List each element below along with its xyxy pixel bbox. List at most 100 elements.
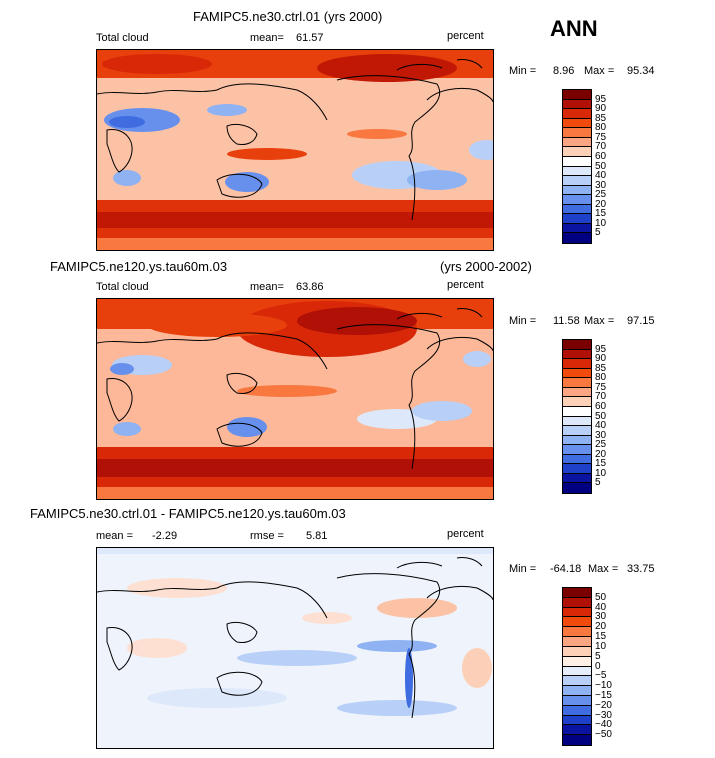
colorbar-swatch bbox=[563, 406, 591, 417]
panel-2-min-value: 11.58 bbox=[553, 315, 580, 327]
colorbar-swatch bbox=[563, 617, 591, 628]
colorbar-swatch bbox=[563, 607, 591, 618]
colorbar-label: 20 bbox=[595, 448, 607, 460]
colorbar-swatch bbox=[563, 340, 591, 350]
colorbar-label: 5 bbox=[595, 227, 601, 239]
colorbar-swatch bbox=[563, 349, 591, 360]
colorbar-label: 0 bbox=[595, 660, 601, 672]
colorbar-swatch bbox=[563, 656, 591, 667]
panel-3-units: percent bbox=[447, 528, 484, 540]
colorbar-swatch bbox=[563, 378, 591, 388]
colorbar-swatch bbox=[563, 387, 591, 398]
colorbar-label: 25 bbox=[595, 439, 607, 451]
colorbar-swatch bbox=[563, 176, 591, 186]
colorbar-label: 30 bbox=[595, 611, 607, 623]
colorbar-swatch bbox=[563, 445, 591, 455]
colorbar-swatch bbox=[563, 233, 591, 243]
colorbar-label: 10 bbox=[595, 640, 607, 652]
colorbar-label: 50 bbox=[595, 591, 607, 603]
colorbar-label: −10 bbox=[595, 680, 612, 692]
panel-2-mean-value: 63.86 bbox=[296, 281, 324, 293]
colorbar-swatch bbox=[563, 705, 591, 716]
panel-3-rmse-value: 5.81 bbox=[306, 530, 328, 542]
colorbar-label: 70 bbox=[595, 141, 607, 153]
colorbar-label: 75 bbox=[595, 381, 607, 393]
colorbar-swatch bbox=[563, 359, 591, 369]
colorbar-swatch bbox=[563, 195, 591, 205]
panel-3-mean-label: mean = bbox=[96, 530, 133, 542]
colorbar-swatch bbox=[563, 695, 591, 706]
panel-1-variable: Total cloud bbox=[96, 32, 149, 44]
colorbar-label: 15 bbox=[595, 208, 607, 220]
colorbar-swatch bbox=[563, 715, 591, 726]
colorbar-swatch bbox=[563, 588, 591, 598]
panel-3-min-value: -64.18 bbox=[550, 563, 582, 575]
colorbar-label: −50 bbox=[595, 729, 612, 741]
colorbar-label: 30 bbox=[595, 429, 607, 441]
panel-1-coastlines bbox=[97, 59, 493, 221]
colorbar-swatch bbox=[563, 118, 591, 129]
colorbar-swatch bbox=[563, 725, 591, 736]
colorbar-label: 10 bbox=[595, 217, 607, 229]
colorbar-swatch bbox=[563, 686, 591, 696]
panel-2-max-value: 97.15 bbox=[627, 315, 655, 327]
colorbar-swatch bbox=[563, 676, 591, 687]
colorbar-label: 95 bbox=[595, 343, 607, 355]
colorbar-label: 90 bbox=[595, 103, 607, 115]
colorbar-swatch bbox=[563, 397, 591, 407]
colorbar-label: −20 bbox=[595, 699, 612, 711]
colorbar-label: 85 bbox=[595, 112, 607, 124]
colorbar-label: 50 bbox=[595, 410, 607, 422]
panel-1-mean-value: 61.57 bbox=[296, 32, 324, 44]
colorbar-label: −40 bbox=[595, 719, 612, 731]
colorbar-label: −5 bbox=[595, 670, 607, 682]
panel-2-min-label: Min = bbox=[509, 315, 537, 327]
season-label: ANN bbox=[550, 16, 598, 41]
colorbar-swatch bbox=[563, 483, 591, 493]
panel-2-coastlines bbox=[97, 308, 493, 470]
colorbar-label: 95 bbox=[595, 93, 607, 105]
colorbar-label: 85 bbox=[595, 362, 607, 374]
colorbar-swatch bbox=[563, 473, 591, 484]
panel-3-coastlines bbox=[97, 557, 493, 719]
colorbar-swatch bbox=[563, 137, 591, 148]
colorbar-label: 80 bbox=[595, 372, 607, 384]
colorbar-label: 20 bbox=[595, 621, 607, 633]
panel-3-mean-value: -2.29 bbox=[152, 530, 178, 542]
panel-1-map bbox=[96, 49, 494, 251]
colorbar-label: 5 bbox=[595, 650, 601, 662]
colorbar-swatch bbox=[563, 166, 591, 177]
panel-2-case-years: (yrs 2000-2002) bbox=[440, 259, 532, 274]
panel-2-units: percent bbox=[447, 279, 484, 291]
panel-1-case-title: FAMIPC5.ne30.ctrl.01 (yrs 2000) bbox=[193, 9, 383, 24]
colorbar-label: 5 bbox=[595, 477, 601, 489]
panel-1-max-value: 95.34 bbox=[627, 65, 655, 77]
colorbar-swatch bbox=[563, 597, 591, 608]
colorbar-swatch bbox=[563, 99, 591, 110]
panel-2-variable: Total cloud bbox=[96, 281, 149, 293]
colorbar-swatch bbox=[563, 416, 591, 427]
colorbar-swatch bbox=[563, 128, 591, 138]
colorbar-swatch bbox=[563, 627, 591, 638]
panel-3-max-label: Max = bbox=[588, 563, 619, 575]
panel-3-tropical-negative-bias bbox=[237, 650, 357, 666]
colorbar-label: 15 bbox=[595, 458, 607, 470]
panel-2-colorbar: 95 90 85 80 75 70 60 50 40 30 25 20 15 10 5 bbox=[562, 339, 606, 494]
colorbar-swatch bbox=[563, 666, 591, 677]
colorbar-label: 20 bbox=[595, 198, 607, 210]
panel-1-min-value: 8.96 bbox=[553, 65, 575, 77]
colorbar-label: 60 bbox=[595, 150, 607, 162]
colorbar-label: 40 bbox=[595, 170, 607, 182]
colorbar-swatch bbox=[563, 147, 591, 157]
panel-3-max-value: 33.75 bbox=[627, 563, 655, 575]
panel-2-mean-label: mean= bbox=[250, 281, 284, 293]
colorbar-label: 30 bbox=[595, 179, 607, 191]
colorbar-swatch bbox=[563, 646, 591, 657]
colorbar-swatch bbox=[563, 185, 591, 196]
colorbar-label: 10 bbox=[595, 467, 607, 479]
panel-3-min-label: Min = bbox=[509, 563, 537, 575]
colorbar-swatch bbox=[563, 637, 591, 647]
colorbar-swatch bbox=[563, 368, 591, 379]
colorbar-label: 60 bbox=[595, 400, 607, 412]
panel-3-map bbox=[96, 547, 494, 749]
